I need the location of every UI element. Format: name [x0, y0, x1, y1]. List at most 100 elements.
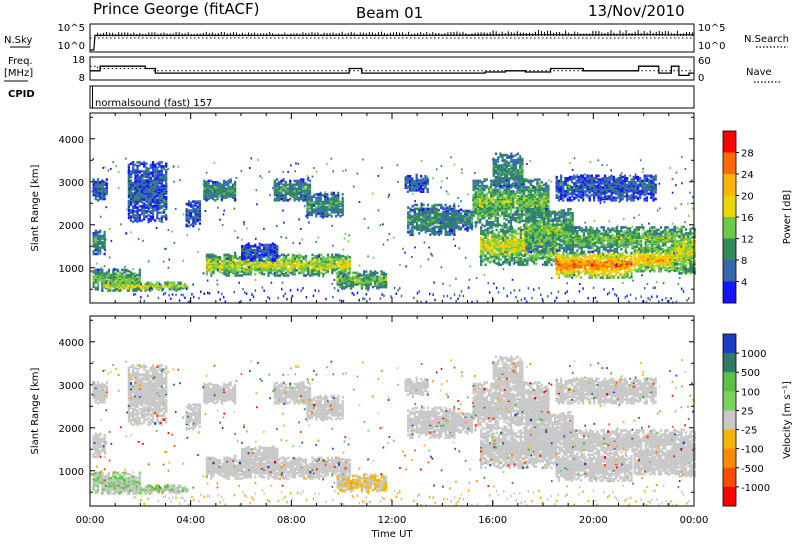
power-cell [109, 281, 112, 285]
power-cell [96, 184, 100, 188]
power-cell [360, 274, 363, 277]
power-cell [156, 168, 159, 172]
power-cell [129, 271, 133, 274]
power-cell [175, 289, 178, 292]
power-cell [187, 209, 190, 212]
power-cell [313, 262, 316, 266]
power-cell [155, 286, 158, 290]
power-cell [162, 174, 166, 177]
power-cell [481, 183, 484, 187]
power-cell [433, 229, 436, 233]
power-cell [494, 199, 497, 202]
power-cell [485, 219, 488, 223]
power-cell [173, 284, 176, 287]
power-cell [247, 252, 250, 256]
power-cell [404, 181, 407, 184]
power-cell [501, 193, 504, 197]
power-cell [448, 212, 452, 215]
power-cell [345, 275, 348, 279]
power-cell [149, 210, 152, 213]
power-cell [296, 254, 299, 258]
power-cell [380, 272, 383, 276]
power-cell [485, 192, 488, 196]
power-cell [352, 283, 355, 286]
power-cell [547, 184, 550, 188]
power-cell [151, 168, 155, 172]
power-cell [207, 197, 210, 201]
power-cell [352, 275, 355, 279]
power-cell [190, 201, 193, 205]
power-cell [342, 258, 345, 262]
power-cell [514, 210, 517, 214]
power-cell [134, 197, 137, 200]
power-cell [528, 254, 531, 257]
power-cell [112, 275, 115, 278]
power-cell [225, 256, 228, 259]
power-cell [293, 189, 296, 193]
power-cell [168, 281, 171, 285]
power-cell [212, 180, 215, 184]
power-cell [309, 262, 312, 266]
power-cell [519, 226, 522, 229]
nave-ytick: 0 [698, 73, 704, 84]
power-cell [324, 212, 327, 215]
power-cell [462, 209, 465, 213]
power-cell [267, 271, 270, 275]
power-cell [315, 193, 318, 196]
power-cell [107, 268, 111, 272]
power-cell [536, 191, 539, 194]
power-cell [258, 242, 261, 245]
power-cell [442, 226, 445, 230]
power-cell [306, 183, 309, 187]
power-cell [96, 193, 100, 197]
power-cell [413, 207, 416, 211]
power-cell [409, 229, 412, 233]
power-cell [94, 252, 97, 256]
power-cell [252, 256, 255, 260]
power-cell [216, 267, 219, 271]
power-cell [504, 250, 507, 254]
power-cell [536, 201, 539, 205]
power-cell [345, 285, 348, 289]
power-cell [354, 283, 357, 286]
power-cell [339, 214, 342, 218]
power-cell [258, 246, 261, 249]
power-cell [311, 253, 314, 257]
power-cell [252, 254, 255, 258]
power-cell [291, 253, 294, 257]
power-cell [132, 289, 135, 292]
power-cell [313, 254, 316, 258]
power-cell [503, 201, 506, 205]
power-cell [466, 229, 469, 232]
power-cell [252, 262, 255, 266]
power-cell [324, 193, 327, 196]
power-cell [134, 210, 137, 213]
power-cell [481, 195, 484, 198]
power-cell [437, 208, 441, 212]
power-cell [136, 179, 139, 182]
power-cell [149, 184, 152, 187]
power-cell [308, 195, 311, 199]
power-cell [297, 199, 301, 202]
power-cell [269, 267, 272, 271]
power-cell [212, 262, 215, 266]
power-cell [271, 272, 274, 276]
power-cell [413, 203, 416, 207]
power-cell [149, 215, 152, 218]
power-cell [496, 208, 499, 211]
power-ytick-label: 1000 [59, 264, 84, 275]
power-cell [212, 271, 215, 275]
power-cell [466, 217, 469, 221]
power-cell [295, 187, 298, 190]
power-cell [525, 199, 528, 202]
power-cell [429, 228, 432, 231]
power-cell [269, 257, 272, 261]
power-cell [225, 189, 228, 193]
power-cell [363, 270, 366, 273]
power-cell [497, 231, 500, 234]
power-cell [476, 187, 480, 190]
power-cell [435, 207, 438, 211]
power-cell [426, 187, 429, 191]
power-cell [504, 229, 507, 233]
power-cell [126, 284, 129, 287]
